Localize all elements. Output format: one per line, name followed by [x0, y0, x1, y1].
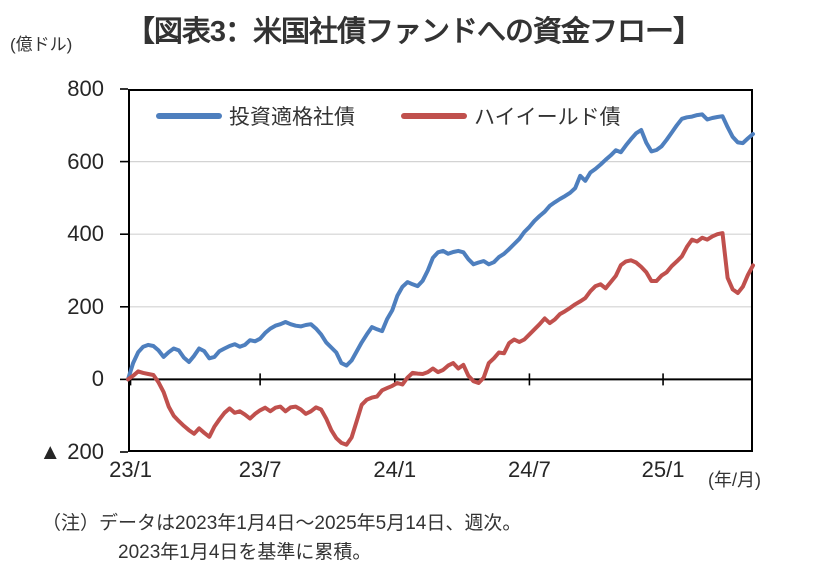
- y-axis-label-200: 200: [67, 293, 104, 319]
- x-axis-label-24/7: 24/7: [508, 457, 551, 482]
- y-axis-label-600: 600: [67, 148, 104, 174]
- series-line-0: [126, 112, 755, 382]
- plot-area: 投資適格社債 ハイイールド債: [120, 88, 755, 453]
- plot-frame: [128, 89, 753, 452]
- chart-title: 【図表3：米国社債ファンドへの資金フロー】: [125, 16, 702, 48]
- series-line-1: [126, 231, 755, 447]
- legend-line-swatch: [156, 113, 222, 119]
- legend-label: ハイイールド債: [474, 106, 621, 129]
- y-axis-label-400: 400: [67, 221, 104, 247]
- x-axis-label-25/1: 25/1: [641, 457, 685, 482]
- legend-item-1: ハイイールド債: [401, 101, 621, 131]
- y-axis-label--200: ▲ 200: [39, 439, 104, 464]
- x-axis-label-23/7: 23/7: [238, 457, 282, 482]
- legend-item-0: 投資適格社債: [156, 101, 355, 131]
- y-axis-label-800: 800: [67, 76, 104, 101]
- x-axis-label-24/1: 24/1: [373, 457, 417, 482]
- legend-label: 投資適格社債: [229, 106, 355, 129]
- footnote-line-1: （注）データは2023年1月4日～2025年5月14日、週次。: [42, 513, 522, 534]
- footnote-line-2: 2023年1月4日を基準に累積。: [118, 542, 372, 563]
- y-axis-unit-label: (億ドル): [10, 35, 73, 54]
- plot-svg: [120, 88, 755, 453]
- x-axis-label-23/1: 23/1: [109, 457, 152, 482]
- x-axis-unit-label: (年/月): [708, 470, 761, 490]
- legend: 投資適格社債 ハイイールド債: [156, 101, 621, 131]
- legend-line-swatch: [401, 113, 467, 119]
- y-axis-label-0: 0: [91, 366, 104, 392]
